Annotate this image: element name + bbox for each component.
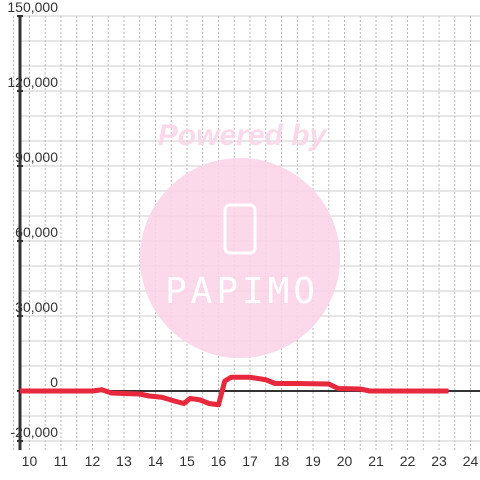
x-tick-label: 19 <box>305 453 321 469</box>
y-tick-label: 0 <box>50 374 58 390</box>
y-tick-label: 150,000 <box>7 0 58 15</box>
x-tick-label: 15 <box>179 453 195 469</box>
y-tick-label: 90,000 <box>15 149 58 165</box>
x-tick-label: 16 <box>211 453 227 469</box>
x-tick-label: 10 <box>22 453 38 469</box>
watermark-text: Powered by <box>158 119 328 152</box>
watermark-icon <box>223 203 257 255</box>
x-tick-label: 12 <box>85 453 101 469</box>
watermark: Powered by PAPIMO <box>140 119 340 358</box>
y-tick-label: 30,000 <box>15 299 58 315</box>
y-tick-label: 120,000 <box>7 74 58 90</box>
y-tick-label: -20,000 <box>11 424 59 440</box>
x-tick-label: 22 <box>400 453 416 469</box>
data-line <box>20 374 449 408</box>
x-tick-label: 23 <box>431 453 447 469</box>
x-tick-label: 18 <box>274 453 290 469</box>
y-tick-label: 60,000 <box>15 224 58 240</box>
watermark-circle <box>140 158 340 358</box>
x-tick-label: 21 <box>368 453 384 469</box>
x-tick-label: 24 <box>463 453 479 469</box>
x-tick-label: 11 <box>54 453 69 469</box>
x-tick-label: 13 <box>116 453 132 469</box>
x-tick-label: 14 <box>148 453 164 469</box>
x-tick-label: 20 <box>337 453 353 469</box>
watermark-logo: PAPIMO <box>165 271 319 312</box>
x-tick-label: 17 <box>242 453 258 469</box>
